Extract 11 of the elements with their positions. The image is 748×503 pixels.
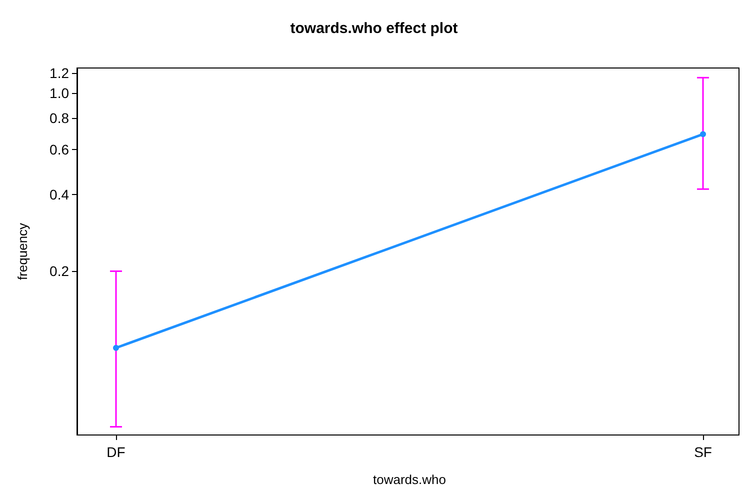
y-tick-label: 0.8 xyxy=(50,110,70,126)
y-axis-title: frequency xyxy=(15,222,30,280)
y-tick-label: 0.6 xyxy=(50,142,70,158)
x-tick-label: DF xyxy=(106,444,126,460)
x-tick-label: SF xyxy=(694,444,712,460)
chart-title: towards.who effect plot xyxy=(290,20,458,37)
y-tick-label: 1.0 xyxy=(50,85,70,102)
x-axis-title: towards.who xyxy=(373,472,446,487)
y-tick-label: 0.4 xyxy=(50,186,70,203)
y-tick-label: 1.2 xyxy=(50,64,70,81)
y-tick-label: 0.2 xyxy=(50,263,70,280)
